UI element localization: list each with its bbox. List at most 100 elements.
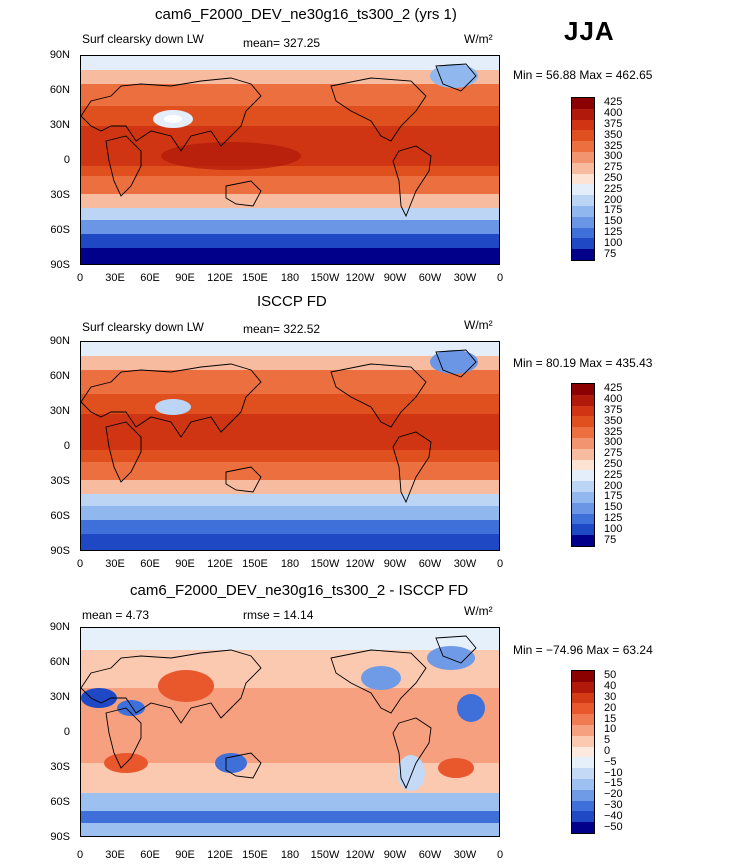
colorbar-swatch xyxy=(572,119,594,131)
panel-3-field xyxy=(81,628,499,836)
lon-label: 120W xyxy=(345,849,375,861)
panel-2-lat-30s: 30S xyxy=(50,475,70,487)
colorbar-tick-label: 75 xyxy=(604,247,617,260)
lon-label: 150E xyxy=(242,272,268,284)
panel-2-minmax: Min = 80.19 Max = 435.43 xyxy=(513,356,653,370)
panel-2-map xyxy=(80,341,500,551)
colorbar-swatch xyxy=(572,98,594,109)
colorbar-tick-label: 225 xyxy=(604,182,623,195)
colorbar-tick-label: 425 xyxy=(604,382,623,395)
colorbar-swatch xyxy=(572,671,594,682)
lon-label: 120E xyxy=(207,849,233,861)
lon-label: 60W xyxy=(418,849,442,861)
panel-2-mean: mean= 322.52 xyxy=(243,322,321,336)
colorbar-tick-label: 400 xyxy=(604,393,623,406)
colorbar-swatch xyxy=(572,789,594,801)
colorbar-swatch xyxy=(572,394,594,406)
colorbar-swatch xyxy=(572,238,594,250)
panel-3-rmse: rmse = 14.14 xyxy=(243,608,314,622)
colorbar-swatch xyxy=(572,778,594,790)
colorbar-tick-label: 350 xyxy=(604,128,623,141)
lon-label: 30W xyxy=(453,558,477,570)
panel-1-map xyxy=(80,55,500,265)
colorbar-swatch xyxy=(572,249,594,260)
colorbar-swatch xyxy=(572,535,594,546)
panel-2-colorbar xyxy=(571,383,595,547)
panel-1-lat-90s: 90S xyxy=(50,259,70,271)
panel-2-lat-60n: 60N xyxy=(49,370,70,382)
colorbar-swatch xyxy=(572,195,594,206)
colorbar-swatch xyxy=(572,216,594,228)
lon-label: 150E xyxy=(242,558,268,570)
panel-1-minmax: Min = 56.88 Max = 462.65 xyxy=(513,68,653,82)
colorbar-swatch xyxy=(572,768,594,779)
colorbar-swatch xyxy=(572,513,594,525)
panel-1-left-label: Surf clearsky down LW xyxy=(82,32,204,46)
colorbar-tick-label: 375 xyxy=(604,118,623,130)
lon-label: 30E xyxy=(105,558,125,570)
panel-3-lat-60s: 60S xyxy=(50,796,70,808)
colorbar-tick-label: 275 xyxy=(604,161,623,174)
colorbar-tick-label: −50 xyxy=(604,820,623,833)
colorbar-swatch xyxy=(572,811,594,823)
colorbar-swatch xyxy=(572,724,594,736)
panel-3-lat-30n: 30N xyxy=(49,691,70,703)
colorbar-swatch xyxy=(572,481,594,492)
colorbar-swatch xyxy=(572,703,594,715)
panel-2-lat-90n: 90N xyxy=(49,335,70,347)
colorbar-tick-label: 325 xyxy=(604,139,623,152)
lon-label: 0 xyxy=(496,558,504,570)
lon-label: 90W xyxy=(383,272,407,284)
colorbar-tick-label: 10 xyxy=(604,723,617,736)
colorbar-swatch xyxy=(572,130,594,142)
lon-label: 150W xyxy=(310,272,340,284)
colorbar-tick-label: 250 xyxy=(604,458,623,470)
lon-label: 90E xyxy=(175,272,195,284)
colorbar-tick-label: 75 xyxy=(604,533,617,546)
colorbar-swatch xyxy=(572,184,594,196)
lon-label: 90E xyxy=(175,849,195,861)
colorbar-tick-label: 200 xyxy=(604,479,623,492)
panel-1-lat-60s: 60S xyxy=(50,224,70,236)
colorbar-swatch xyxy=(572,227,594,239)
lon-label: 60W xyxy=(418,558,442,570)
panel-3-lat-90n: 90N xyxy=(49,621,70,633)
panel-1-units: W/m² xyxy=(464,32,493,46)
colorbar-swatch xyxy=(572,384,594,395)
colorbar-swatch xyxy=(572,162,594,174)
colorbar-swatch xyxy=(572,205,594,217)
lon-label: 30E xyxy=(105,272,125,284)
colorbar-swatch xyxy=(572,151,594,163)
colorbar-tick-label: 40 xyxy=(604,680,617,693)
colorbar-tick-label: −5 xyxy=(604,755,617,768)
lon-label: 90W xyxy=(383,558,407,570)
lon-label: 180 xyxy=(280,558,300,570)
colorbar-tick-label: 150 xyxy=(604,501,623,514)
colorbar-swatch xyxy=(572,524,594,536)
colorbar-tick-label: −15 xyxy=(604,777,623,790)
colorbar-swatch xyxy=(572,108,594,120)
colorbar-swatch xyxy=(572,437,594,449)
panel-1-mean: mean= 327.25 xyxy=(243,36,321,50)
colorbar-swatch xyxy=(572,491,594,503)
colorbar-tick-label: −40 xyxy=(604,809,623,822)
lon-label: 60W xyxy=(418,272,442,284)
colorbar-tick-label: 425 xyxy=(604,96,623,109)
panel-2-field xyxy=(81,342,499,550)
panel-2-lat-30n: 30N xyxy=(49,405,70,417)
colorbar-tick-label: −20 xyxy=(604,788,623,801)
colorbar-tick-label: 5 xyxy=(604,734,611,747)
lon-label: 120W xyxy=(345,558,375,570)
lon-label: 60E xyxy=(140,558,160,570)
panel-2-title: ISCCP FD xyxy=(257,293,327,310)
lon-label: 120E xyxy=(207,272,233,284)
lon-label: 0 xyxy=(496,272,504,284)
colorbar-swatch xyxy=(572,405,594,417)
panel-3-lat-60n: 60N xyxy=(49,656,70,668)
colorbar-tick-label: 300 xyxy=(604,436,623,449)
colorbar-swatch xyxy=(572,448,594,460)
colorbar-tick-label: 100 xyxy=(604,522,623,535)
colorbar-tick-label: 175 xyxy=(604,204,623,217)
colorbar-tick-label: 175 xyxy=(604,490,623,503)
panel-1-lat-30n: 30N xyxy=(49,119,70,131)
